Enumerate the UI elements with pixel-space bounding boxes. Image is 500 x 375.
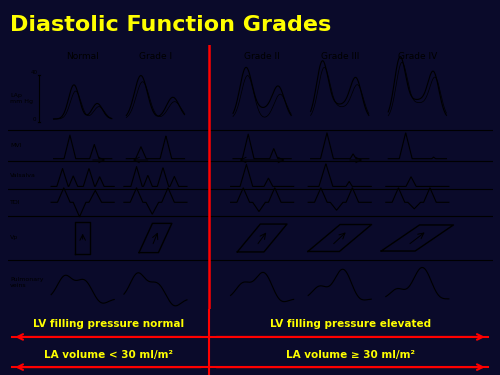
Text: LV filling pressure normal: LV filling pressure normal — [32, 319, 184, 329]
Text: Grade II: Grade II — [244, 53, 280, 62]
Text: Normal: Normal — [66, 53, 99, 62]
Text: LA volume ≥ 30 ml/m²: LA volume ≥ 30 ml/m² — [286, 350, 415, 360]
Text: LV filling pressure elevated: LV filling pressure elevated — [270, 319, 431, 329]
Text: MVI: MVI — [10, 143, 22, 148]
Text: TDI: TDI — [10, 200, 20, 205]
Text: Diastolic Function Grades: Diastolic Function Grades — [10, 15, 331, 35]
Text: 40: 40 — [30, 70, 38, 75]
Text: Vp: Vp — [10, 236, 18, 240]
Text: LAp
mm Hg: LAp mm Hg — [10, 93, 33, 104]
Text: 0: 0 — [32, 117, 36, 122]
Text: LA volume < 30 ml/m²: LA volume < 30 ml/m² — [44, 350, 172, 360]
Text: Pulmonary
veins: Pulmonary veins — [10, 277, 43, 288]
Text: Grade IV: Grade IV — [398, 53, 437, 62]
Text: Valsalva: Valsalva — [10, 173, 36, 178]
Text: Grade III: Grade III — [320, 53, 359, 62]
Text: Grade I: Grade I — [139, 53, 172, 62]
